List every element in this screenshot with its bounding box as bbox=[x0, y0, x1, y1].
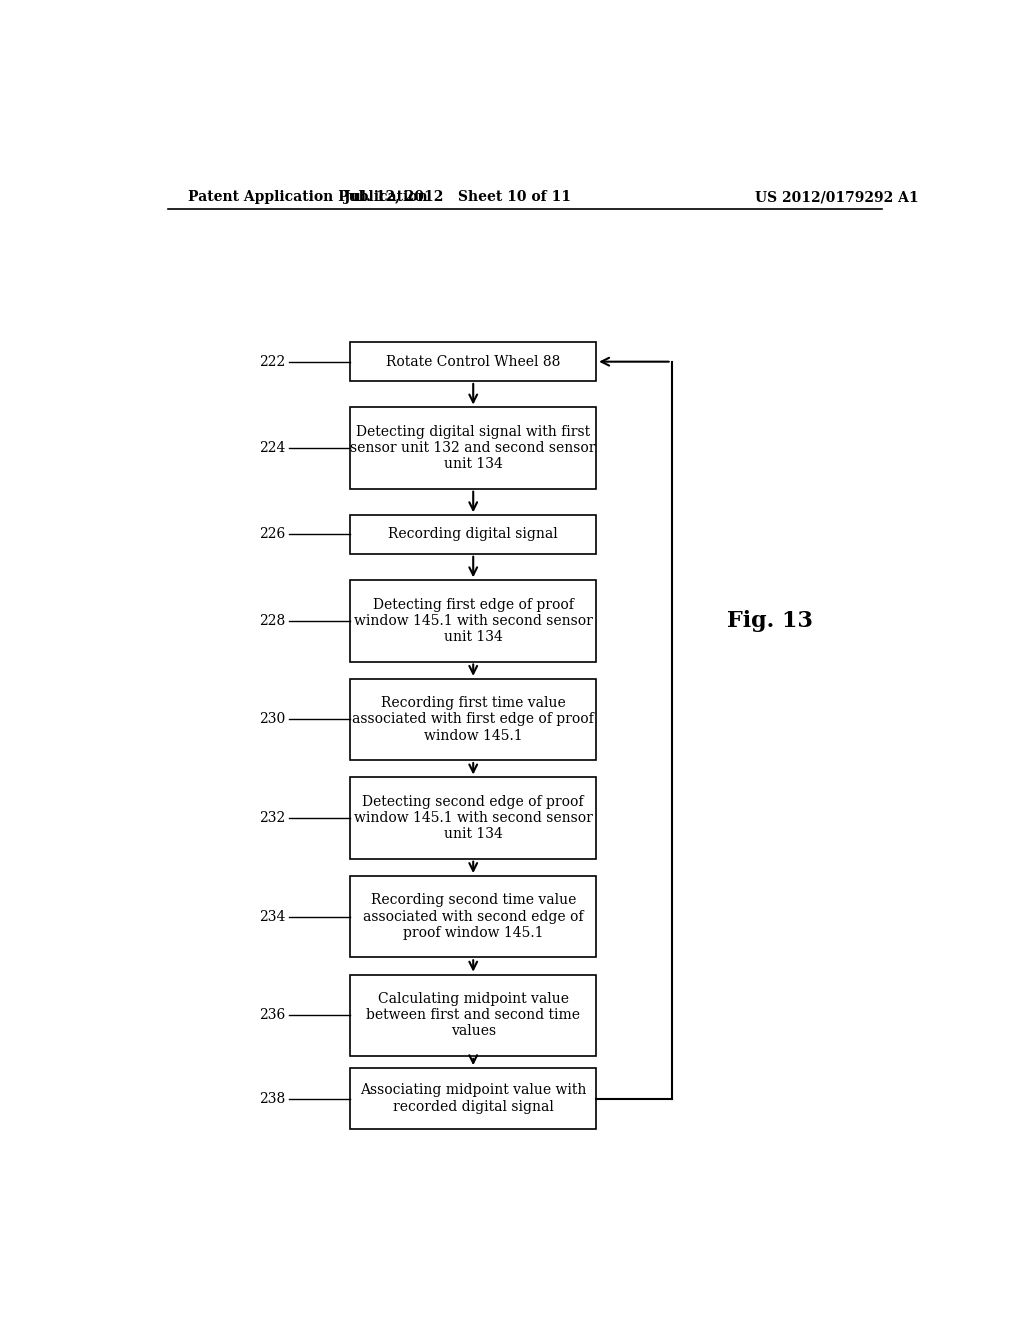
Bar bbox=[350, 515, 596, 554]
Text: 224: 224 bbox=[259, 441, 286, 455]
Text: 226: 226 bbox=[259, 528, 286, 541]
Bar bbox=[350, 678, 596, 760]
Text: 234: 234 bbox=[259, 909, 286, 924]
Text: 238: 238 bbox=[259, 1092, 286, 1106]
Bar bbox=[350, 876, 596, 957]
Text: 236: 236 bbox=[259, 1008, 286, 1022]
Text: Associating midpoint value with
recorded digital signal: Associating midpoint value with recorded… bbox=[360, 1084, 587, 1114]
Text: Fig. 13: Fig. 13 bbox=[727, 610, 813, 632]
Bar bbox=[350, 1068, 596, 1129]
Text: Detecting digital signal with first
sensor unit 132 and second sensor
unit 134: Detecting digital signal with first sens… bbox=[350, 425, 596, 471]
Text: Recording second time value
associated with second edge of
proof window 145.1: Recording second time value associated w… bbox=[362, 894, 584, 940]
Text: Calculating midpoint value
between first and second time
values: Calculating midpoint value between first… bbox=[367, 993, 581, 1039]
Bar bbox=[350, 581, 596, 661]
Text: Patent Application Publication: Patent Application Publication bbox=[187, 190, 427, 205]
Bar bbox=[350, 408, 596, 488]
Text: 222: 222 bbox=[259, 355, 286, 368]
Text: 232: 232 bbox=[259, 810, 286, 825]
Text: Rotate Control Wheel 88: Rotate Control Wheel 88 bbox=[386, 355, 560, 368]
Text: Detecting second edge of proof
window 145.1 with second sensor
unit 134: Detecting second edge of proof window 14… bbox=[353, 795, 593, 841]
Text: Detecting first edge of proof
window 145.1 with second sensor
unit 134: Detecting first edge of proof window 145… bbox=[353, 598, 593, 644]
Bar bbox=[350, 974, 596, 1056]
Text: 228: 228 bbox=[259, 614, 286, 628]
Text: 230: 230 bbox=[259, 713, 286, 726]
Bar bbox=[350, 777, 596, 859]
Text: Recording first time value
associated with first edge of proof
window 145.1: Recording first time value associated wi… bbox=[352, 696, 594, 743]
Text: Jul. 12, 2012   Sheet 10 of 11: Jul. 12, 2012 Sheet 10 of 11 bbox=[344, 190, 570, 205]
Text: US 2012/0179292 A1: US 2012/0179292 A1 bbox=[755, 190, 919, 205]
Bar bbox=[350, 342, 596, 381]
Text: Recording digital signal: Recording digital signal bbox=[388, 528, 558, 541]
